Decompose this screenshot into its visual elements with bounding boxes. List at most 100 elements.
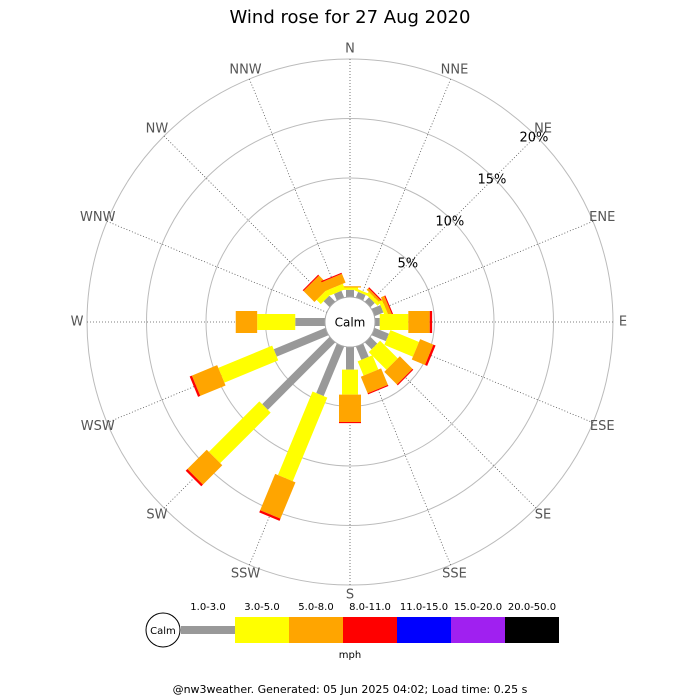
legend-label: 15.0-20.0 [454,602,502,613]
direction-label: NW [146,121,169,136]
legend-label: 3.0-5.0 [244,602,279,613]
bar-segment [408,311,430,333]
bar-segment [367,384,389,395]
legend-label: 8.0-11.0 [349,602,391,613]
bar-segment [384,356,413,385]
direction-label: E [619,315,627,330]
direction-label: WNW [80,210,116,225]
bar-segment [260,473,296,519]
legend-swatch [289,617,343,643]
bar-segment [257,314,296,330]
legend-swatch [235,617,289,643]
bar-segment [208,401,271,464]
bar-segment [295,318,325,326]
bar-segment [371,305,384,317]
legend-swatch [505,617,559,643]
bar-segment [218,345,279,383]
direction-label: NE [534,121,552,136]
bar-segment [342,369,358,395]
direction-label: S [346,588,354,603]
bar-segment [339,286,361,288]
bar-segment [321,272,342,283]
chart-title: Wind rose for 27 Aug 2020 [230,7,471,28]
bar-segment [187,449,223,485]
bar-segment [235,311,258,333]
bar-segment [379,314,409,330]
bar-segment [339,394,361,422]
bar-segment [371,327,389,342]
bar-segment [339,421,361,424]
direction-label: SE [535,508,551,523]
calm-label: Calm [335,316,366,330]
r-tick-label: 5% [397,257,418,272]
radial-line [106,220,328,313]
bar-segment [384,330,420,357]
calm-circle [324,296,376,348]
legend-label: 5.0-8.0 [298,602,333,613]
radial-line [359,78,452,300]
direction-label: SW [146,508,167,523]
bar-segment [185,469,203,487]
bar-segment [368,287,385,304]
bar-segment [189,375,201,397]
legend-label: 1.0-3.0 [190,602,225,613]
bar-segment [396,368,414,386]
direction-label: SSE [442,567,467,582]
direction-label: NNW [229,62,261,77]
r-tick-label: 15% [477,173,506,188]
radial-line [372,220,594,313]
bar-segment [273,327,329,357]
bar-segment [378,300,389,317]
direction-label: W [71,315,84,330]
direction-label: N [345,42,355,57]
legend-calm [145,612,181,648]
bar-segment [277,391,328,482]
legend-swatch [397,617,451,643]
bar-segment [354,288,371,297]
bar-segment [346,289,354,297]
direction-label: WSW [81,419,115,434]
bar-segment [366,288,384,306]
bar-segment [316,288,333,305]
direction-label: SSW [231,567,261,582]
legend-swatch [451,617,505,643]
footer: @nw3weather. Generated: 05 Jun 2025 04:0… [173,683,528,696]
bar-segment [366,291,381,306]
bar-segment [259,510,281,521]
radial-line [367,135,537,305]
bar-segment [384,295,394,317]
r-tick-label: 10% [435,215,464,230]
bar-segment [429,311,433,333]
bar-segment [411,339,434,365]
bar-segment [321,273,346,292]
bar-segment [364,297,375,308]
direction-label: ENE [589,210,615,225]
bar-segment [191,365,226,396]
bar-segment [368,340,398,370]
bar-segment [357,355,379,376]
bar-segment [302,274,320,292]
bar-segment [424,344,436,366]
bar-segment [375,318,380,326]
legend-swatch [343,617,397,643]
r-tick-label: 20% [520,131,549,146]
radial-line [163,135,333,305]
grid-ring [146,118,554,526]
legend-label: 20.0-50.0 [508,602,556,613]
bar-segment [316,343,345,397]
direction-label: ESE [590,419,615,434]
bar-segment [346,347,354,370]
legend-calm-label: Calm [150,626,176,637]
direction-label: NNE [441,62,469,77]
bar-segment [355,343,369,360]
grid-ring [205,177,495,467]
bar-segment [342,287,358,290]
legend-swatch [181,626,235,634]
bar-segment [262,336,336,410]
legend-unit: mph [339,650,361,661]
bar-segment [328,283,346,296]
bar-segment [360,368,388,394]
bar-segment [380,295,393,318]
radial-line [248,78,341,300]
